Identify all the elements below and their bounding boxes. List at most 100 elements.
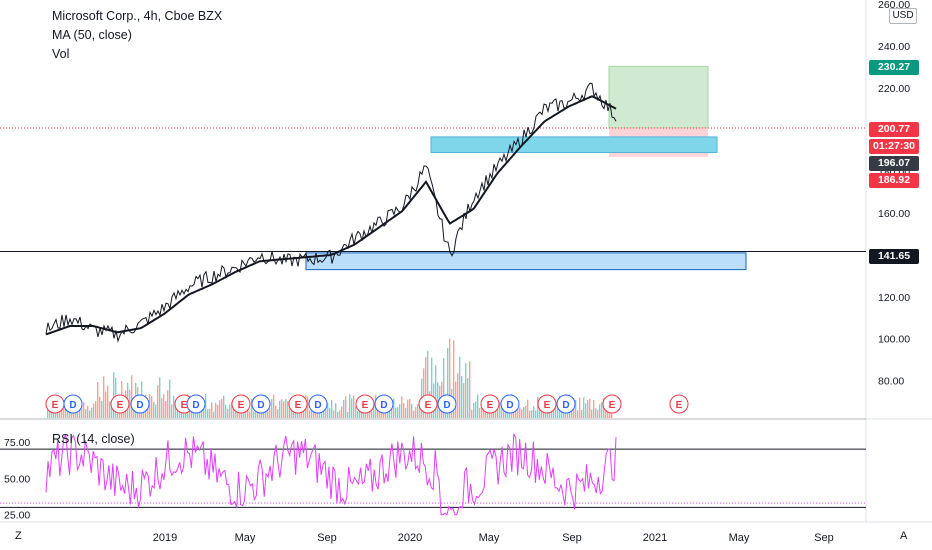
rsi-indicator-label[interactable]: RSI (14, close): [52, 432, 135, 446]
volume-bar: [271, 398, 273, 418]
volume-bar: [371, 407, 373, 418]
volume-bar: [81, 403, 83, 418]
volume-bar: [191, 410, 193, 418]
volume-bar: [323, 409, 325, 418]
marker-label: E: [52, 400, 59, 411]
volume-bar: [273, 394, 275, 418]
volume-bar: [225, 404, 227, 418]
marker-label: D: [69, 400, 76, 411]
support-box: [305, 252, 747, 271]
marker-label: D: [443, 400, 450, 411]
volume-bar: [431, 357, 433, 418]
earnings-marker: E: [537, 394, 557, 414]
volume-bar: [301, 409, 303, 418]
marker-label: D: [257, 400, 264, 411]
time-axis-label: 2021: [643, 532, 667, 544]
volume-bar: [579, 397, 581, 418]
volume-bar: [409, 398, 411, 418]
price-axis-tick: 260.00: [878, 0, 910, 11]
volume-bar: [169, 379, 171, 418]
volume-bar: [321, 411, 323, 418]
marker-circle: [537, 394, 557, 414]
marker-circle: [480, 394, 500, 414]
volume-bar: [255, 406, 257, 418]
marker-circle: [556, 394, 576, 414]
earnings-marker: E: [110, 394, 130, 414]
volume-bar: [287, 401, 289, 418]
volume-bar: [475, 401, 477, 418]
volume-bar: [583, 397, 585, 418]
volume-bar: [233, 409, 235, 418]
volume-bar: [211, 402, 213, 418]
volume-bar: [139, 409, 141, 418]
symbol-title[interactable]: Microsoft Corp., 4h, Cboe BZX: [52, 9, 223, 23]
marker-circle: [186, 394, 206, 414]
volume-bar: [257, 407, 259, 418]
volume-bar: [47, 403, 49, 418]
volume-bar: [347, 411, 349, 418]
volume-bar: [249, 411, 251, 418]
chart-legend: Microsoft Corp., 4h, Cboe BZX MA (50, cl…: [52, 7, 222, 64]
volume-bar: [331, 400, 333, 418]
currency-badge[interactable]: USD: [889, 8, 917, 24]
zoom-toggle[interactable]: Z: [15, 530, 22, 542]
volume-bar: [313, 407, 315, 418]
volume-bar: [461, 375, 463, 418]
volume-bar: [309, 410, 311, 418]
marker-circle: [231, 394, 251, 414]
marker-label: E: [117, 400, 124, 411]
volume-bar: [531, 410, 533, 418]
price-tag: 196.07: [869, 156, 919, 171]
volume-bar: [419, 406, 421, 418]
earnings-marker: E: [669, 394, 689, 414]
dividend-marker: D: [556, 394, 576, 414]
volume-bar: [161, 398, 163, 418]
volume-bar: [49, 409, 51, 418]
volume-bar: [571, 407, 573, 418]
ma-indicator-label[interactable]: MA (50, close): [52, 28, 132, 42]
price-tag: 230.27: [869, 60, 919, 75]
volume-bar: [353, 395, 355, 418]
resistance-box: [430, 136, 718, 154]
volume-bar: [107, 385, 109, 418]
time-axis-label: Sep: [317, 532, 337, 544]
auto-scale-toggle[interactable]: A: [900, 530, 908, 542]
volume-bar: [597, 409, 599, 418]
volume-bar: [357, 410, 359, 418]
volume-bar: [275, 405, 277, 418]
volume-bar: [131, 375, 133, 418]
volume-bar: [285, 399, 287, 418]
volume-bar: [577, 410, 579, 418]
volume-bar: [281, 399, 283, 418]
volume-bar: [447, 347, 449, 418]
volume-bar: [247, 407, 249, 418]
volume-bar: [425, 357, 427, 418]
marker-circle: [130, 394, 150, 414]
volume-bar: [517, 405, 519, 418]
volume-bar: [345, 396, 347, 418]
volume-bar: [277, 409, 279, 418]
marker-label: E: [609, 400, 616, 411]
marker-label: E: [181, 400, 188, 411]
marker-circle: [418, 394, 438, 414]
marker-label: D: [562, 400, 569, 411]
volume-bar: [329, 408, 331, 418]
volume-bar: [373, 402, 375, 418]
volume-indicator-label[interactable]: Vol: [52, 47, 70, 61]
volume-bar: [413, 410, 415, 418]
volume-bar: [473, 402, 475, 418]
volume-bar: [481, 399, 483, 418]
marker-label: D: [136, 400, 143, 411]
volume-bar: [393, 398, 395, 418]
volume-bar: [397, 407, 399, 418]
price-axis-tick: 100.00: [878, 334, 910, 346]
volume-bar: [87, 405, 89, 418]
volume-bar: [411, 403, 413, 418]
volume-bar: [521, 409, 523, 418]
volume-bar: [591, 409, 593, 418]
marker-label: D: [506, 400, 513, 411]
volume-bar: [327, 402, 329, 418]
volume-bar: [217, 404, 219, 418]
volume-bar: [555, 405, 557, 418]
